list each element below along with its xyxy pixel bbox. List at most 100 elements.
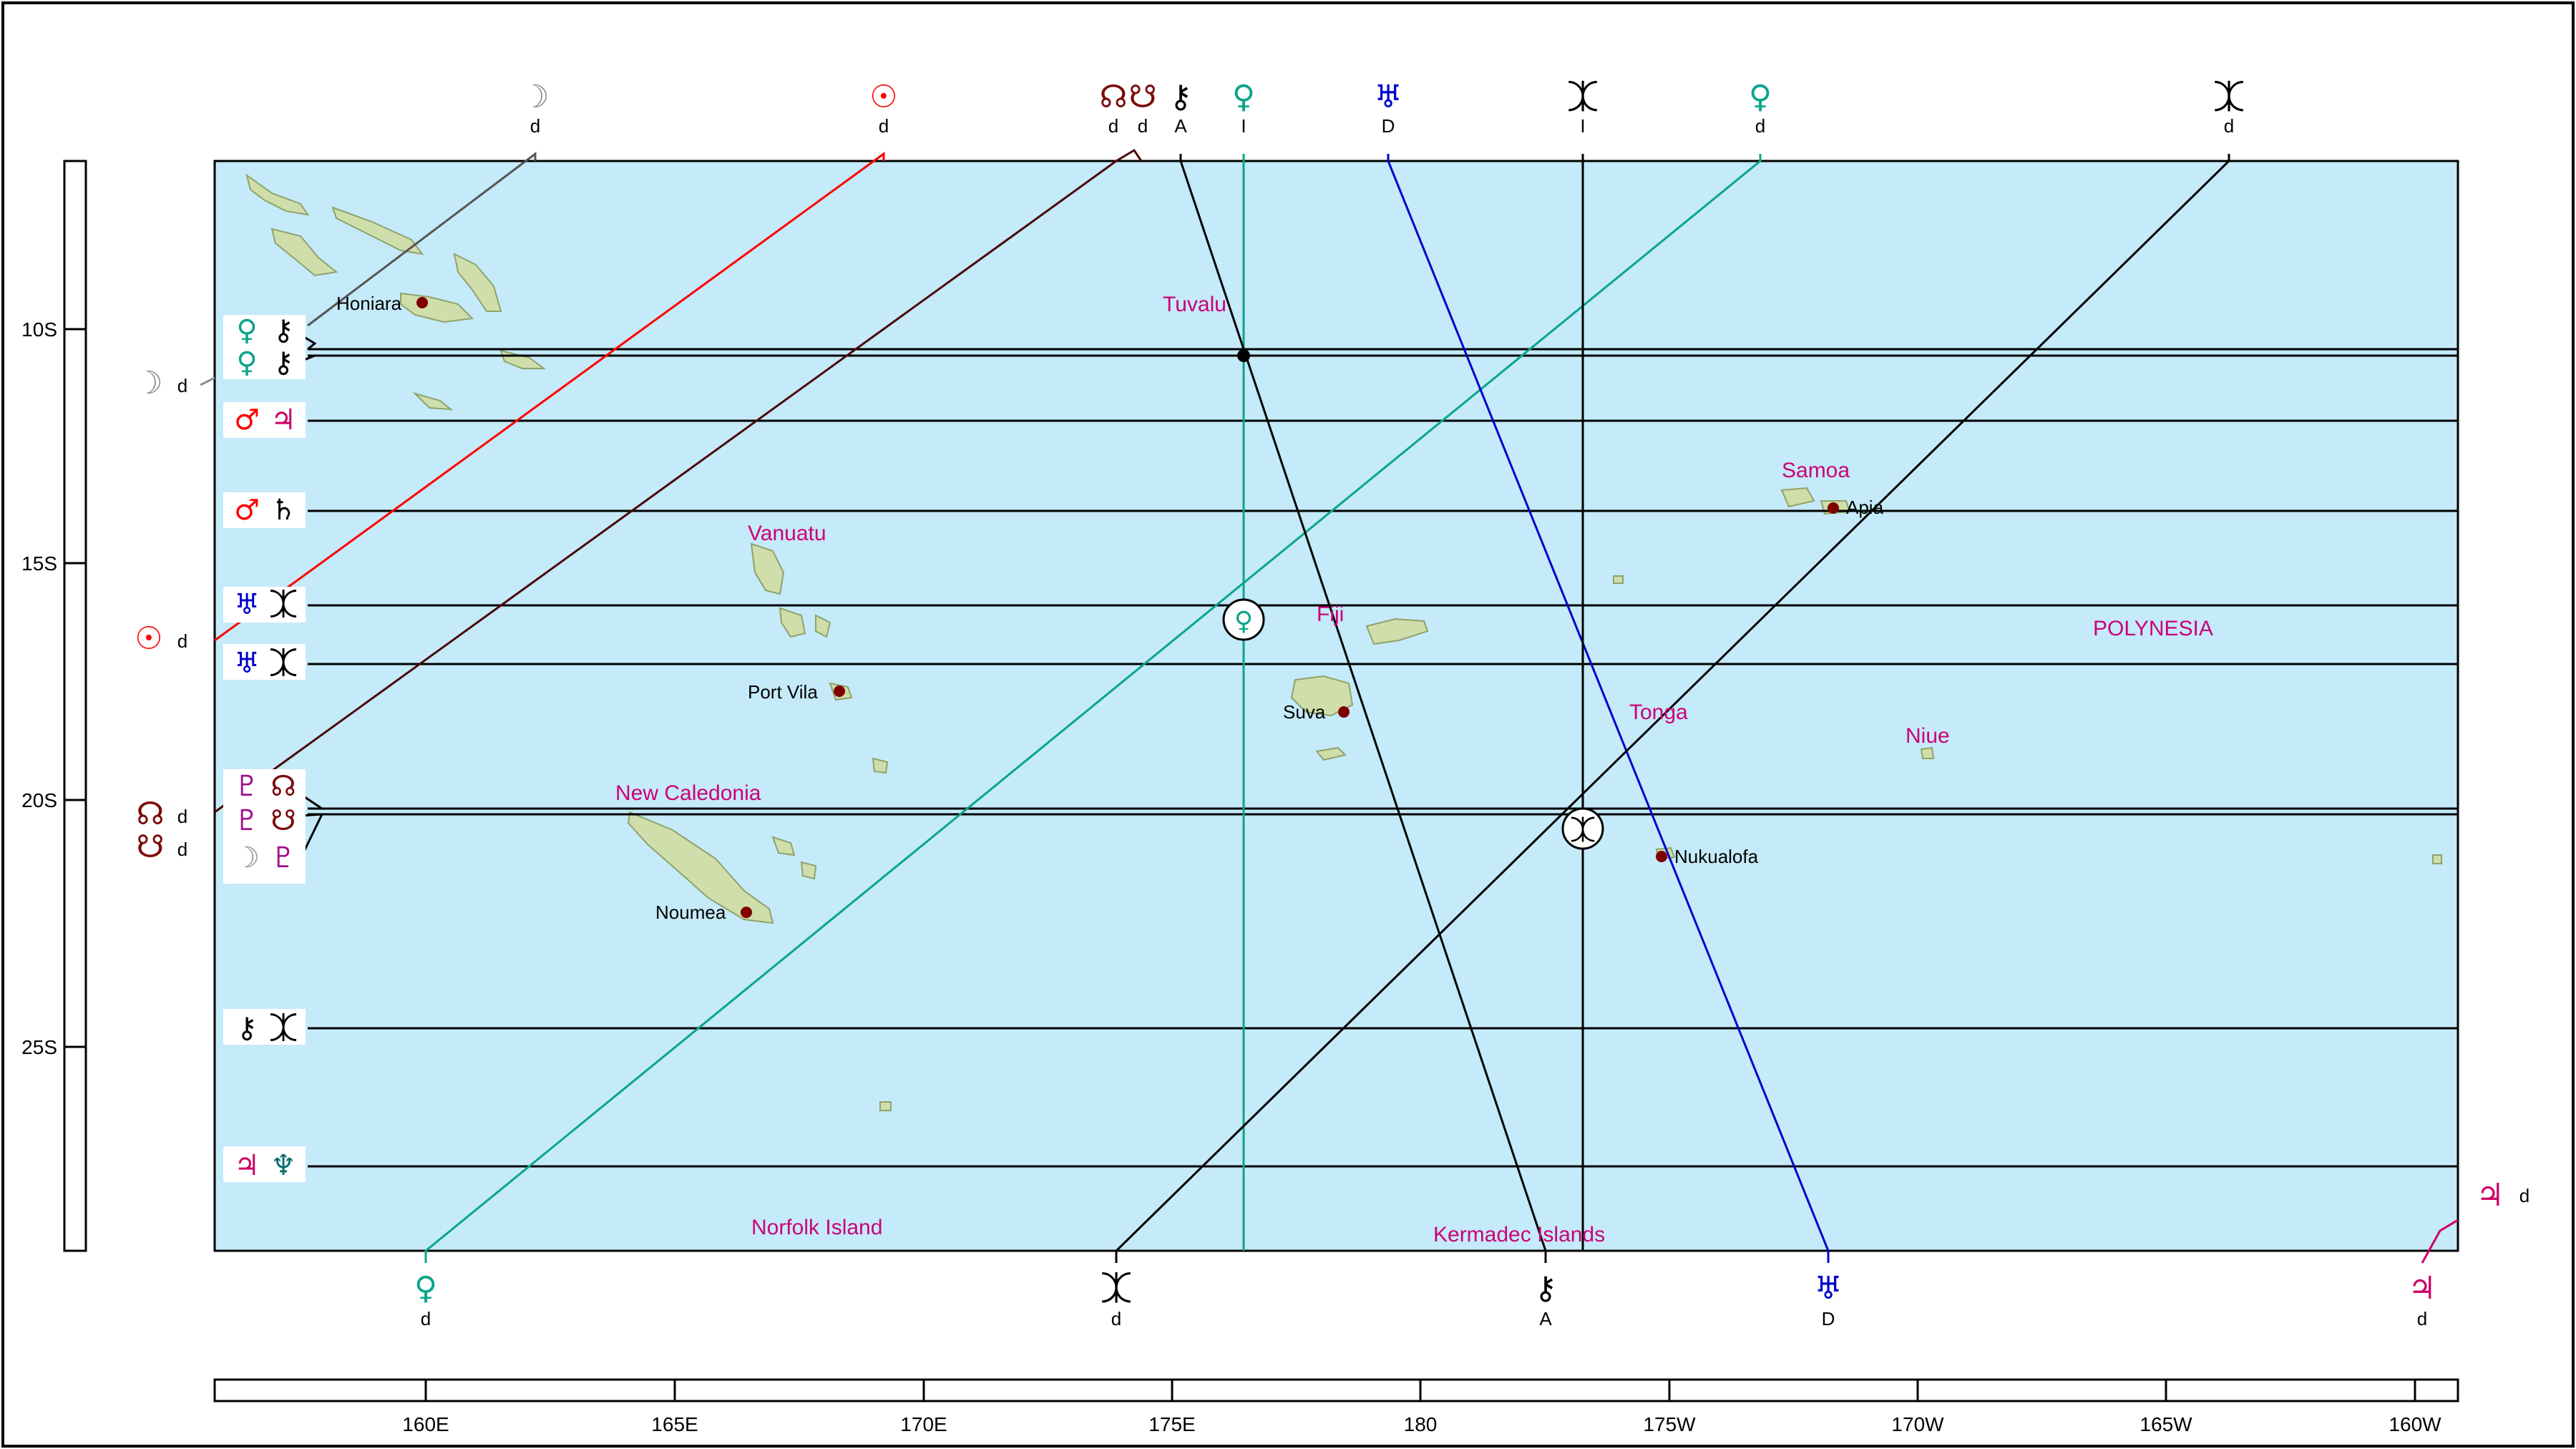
label-noumea: Noumea	[655, 902, 726, 923]
island-small-2	[879, 1101, 892, 1111]
crossing-marker-venus	[1222, 598, 1265, 641]
venus-icon-bottom: ♀	[414, 1270, 437, 1307]
eris-angle-bottom: d	[1111, 1308, 1121, 1330]
venus-angle-bottom: d	[421, 1308, 431, 1330]
venus-icon-top-2: ♀	[1749, 79, 1772, 115]
paran-pluto-icon-3: ♇	[270, 841, 296, 874]
island-loyalty-2	[800, 861, 817, 880]
jupiter-icon-right: ♃	[2476, 1177, 2504, 1214]
venus-angle-top-2: d	[1755, 115, 1765, 137]
island-vanuatu-espiritu	[750, 542, 785, 595]
label-port-vila: Port Vila	[748, 681, 818, 703]
paran-pluto-icon-1: ♇	[234, 770, 260, 803]
island-vanuatu-small	[815, 614, 831, 638]
label-kermadec-islands: Kermadec Islands	[1433, 1223, 1605, 1246]
uranus-dsc-line	[1387, 154, 1830, 1263]
eris-icon-top: ⯰	[1567, 79, 1599, 115]
north-node-icon-left: ☊	[136, 796, 164, 832]
sun-angle-left: d	[177, 630, 187, 652]
lon-label-165w: 165W	[2140, 1413, 2192, 1435]
paran-jupiter-icon-2: ♃	[234, 1149, 260, 1182]
lat-label-15s: 15S	[21, 552, 57, 575]
eris-angle-top: I	[1580, 115, 1585, 137]
label-honiara: Honiara	[336, 293, 402, 314]
paran-uranus-icon-1: ♅	[234, 588, 260, 621]
chiron-icon-bottom: ⚷	[1534, 1270, 1557, 1307]
paran-mars-icon-2: ♂	[234, 494, 260, 527]
place-labels: Honiara Tuvalu Vanuatu Fiji Samoa Apia P…	[336, 293, 2213, 1246]
south-node-angle: d	[1138, 115, 1148, 137]
lon-label-170e: 170E	[900, 1413, 947, 1435]
eris-desc-line	[1115, 154, 2230, 1263]
lat-label-10s: 10S	[21, 318, 57, 341]
moon-desc-line	[307, 151, 537, 327]
south-node-angle-left: d	[177, 839, 187, 860]
eris-icon-bottom: ⯰	[1101, 1270, 1132, 1307]
paran-mars-icon-1: ♂	[234, 404, 260, 436]
uranus-icon: ♅	[1374, 79, 1402, 115]
label-vanuatu: Vanuatu	[748, 522, 826, 545]
moon-icon-left: ☽	[135, 365, 162, 401]
moon-icon: ☽	[521, 79, 549, 115]
uranus-icon-bottom: ♅	[1814, 1270, 1842, 1307]
paran-chiron-icon-2: ⚷	[273, 346, 293, 379]
city-dot-apia	[1828, 502, 1839, 514]
moon-desc-line-stub	[200, 376, 215, 386]
eris-icon: ⯰	[1570, 816, 1596, 845]
paran-north-node-icon: ☊	[270, 770, 296, 803]
island-small-3	[1613, 575, 1624, 584]
paran-pluto-icon-2: ♇	[234, 804, 260, 837]
label-polynesia: POLYNESIA	[2093, 617, 2213, 640]
latitude-scale-bar	[63, 160, 87, 1252]
paran-chiron-icon-3: ⚷	[236, 1012, 257, 1045]
label-fiji: Fiji	[1317, 602, 1344, 626]
jupiter-icon-bottom: ♃	[2408, 1270, 2436, 1307]
paran-chiron-icon-1: ⚷	[273, 314, 293, 347]
paran-eris-icon-2: ⯰	[269, 647, 298, 680]
eris-icon-top-2: ⯰	[2213, 79, 2245, 115]
chiron-angle-bottom: A	[1539, 1308, 1552, 1330]
city-dot-suva	[1338, 706, 1350, 718]
island-vanuatu-tanna	[872, 757, 889, 774]
jupiter-angle-right: d	[2519, 1185, 2529, 1206]
south-node-icon: ☋	[1128, 79, 1156, 115]
island-solomon-3	[270, 228, 338, 277]
left-planet-labels: ☽ d ☉ d ☊ d ☋ d	[135, 365, 187, 865]
moon-angle-left: d	[177, 375, 187, 396]
lat-label-25s: 25S	[21, 1036, 57, 1058]
venus-desc-line	[424, 154, 1762, 1263]
jupiter-desc-line-stub	[2421, 1219, 2459, 1264]
paran-neptune-icon: ♆	[270, 1149, 296, 1182]
paran-eris-icon-3: ⯰	[269, 1012, 298, 1045]
north-node-angle: d	[1108, 115, 1118, 137]
bottom-planet-labels: ♀ d ⯰ d ⚷ A ♅ D ♃ d ♃ d	[414, 1177, 2529, 1330]
uranus-angle: D	[1382, 115, 1395, 137]
island-small-1	[412, 391, 454, 411]
lon-label-170w: 170W	[1891, 1413, 1944, 1435]
moon-angle: d	[530, 115, 540, 137]
jupiter-angle-bottom: d	[2417, 1308, 2427, 1330]
city-markers	[416, 297, 1839, 918]
island-solomon-2	[331, 206, 424, 255]
north-node-icon: ☊	[1099, 79, 1127, 115]
paran-venus-icon-2: ♀	[236, 346, 257, 379]
uranus-angle-bottom: D	[1822, 1308, 1835, 1330]
paran-uranus-icon-2: ♅	[234, 647, 260, 680]
planet-lines	[200, 148, 2459, 1264]
chiron-asc-line	[1179, 154, 1547, 1263]
city-dot-noumea	[741, 907, 752, 918]
crossing-dot	[1237, 349, 1250, 362]
paran-label-boxes: ♀ ⚷ ♀ ⚷ ♂ ♃ ♂ ♄ ♅ ⯰ ♅ ⯰ ♇ ☊ ♇ ☋ ☽ ♇ ⚷ ⯰ …	[223, 314, 306, 1182]
island-solomon-north	[245, 173, 310, 216]
label-new-caledonia: New Caledonia	[615, 781, 761, 805]
lon-label-165e: 165E	[651, 1413, 698, 1435]
venus-icon-top: ♀	[1232, 79, 1255, 115]
label-nukualofa: Nukualofa	[1674, 846, 1759, 867]
island-loyalty-1	[771, 836, 796, 857]
paran-jupiter-icon-1: ♃	[270, 404, 296, 436]
paran-moon-icon: ☽	[234, 841, 260, 874]
island-malaita	[453, 253, 502, 312]
longitude-scale-bar	[213, 1378, 2459, 1402]
paran-lines	[299, 333, 2458, 1168]
